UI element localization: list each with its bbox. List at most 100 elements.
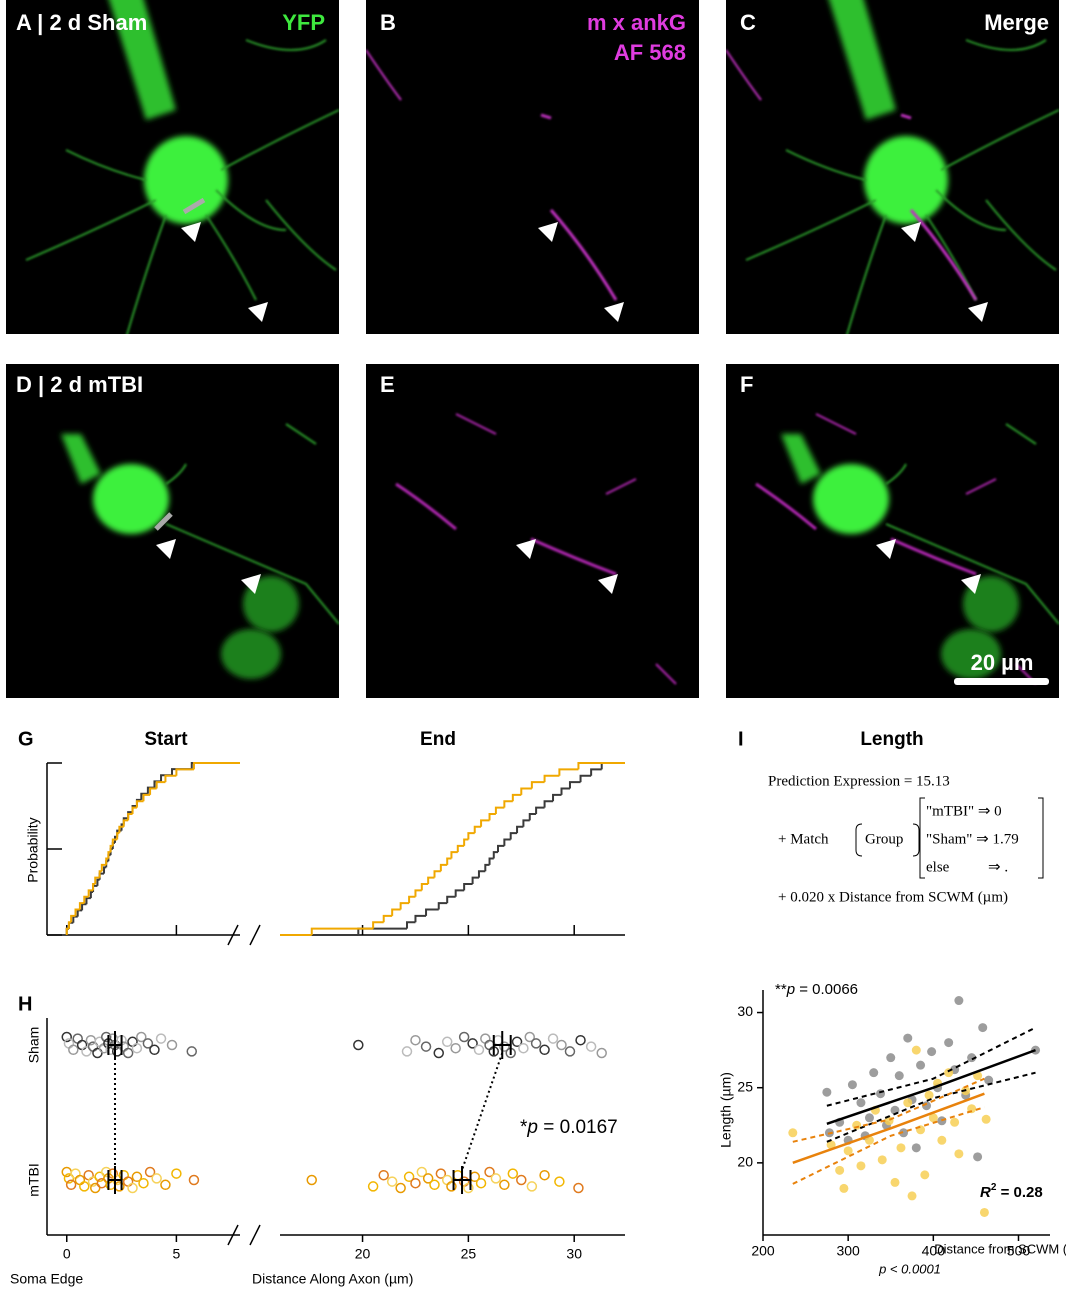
data-point (401, 1046, 413, 1057)
data-point (100, 1031, 112, 1043)
ecdf-step (116, 832, 120, 840)
ecdf-step (67, 921, 72, 929)
channel-label: YFP (282, 10, 325, 35)
annotation: **p = 0.0066 (775, 981, 858, 998)
data-point (916, 1060, 926, 1070)
ecdf-step (111, 838, 118, 846)
y-tick-label: Sham (26, 1027, 42, 1064)
ecdf-step (109, 844, 113, 853)
ecdf-step (467, 832, 475, 840)
data-point (441, 1036, 453, 1048)
panel-label: F (740, 372, 753, 397)
data-point (131, 1042, 143, 1054)
y-tick-label: 20 (737, 1154, 753, 1170)
x-axis-label: Soma Edge (10, 1271, 83, 1287)
ecdf-step (543, 800, 554, 808)
ecdf-step (127, 812, 133, 821)
bracket (855, 823, 920, 857)
data-point (74, 1174, 86, 1186)
ecdf-step (473, 825, 482, 834)
ecdf-step (503, 838, 511, 846)
ecdf-step (87, 889, 94, 897)
ecdf-step (568, 781, 581, 789)
data-point (973, 1152, 983, 1162)
data-point (65, 1179, 77, 1191)
annotation: *p = 0.0167 (520, 1117, 618, 1138)
ci-line (792, 1106, 985, 1185)
y-axis-label: Probability (25, 817, 41, 882)
data-point (890, 1177, 900, 1187)
ecdf-step (439, 863, 448, 872)
data-point (306, 1174, 317, 1186)
data-point (127, 1036, 138, 1048)
formula-text: Group (865, 831, 903, 847)
data-point (484, 1166, 495, 1178)
x-tick-label: 300 (836, 1243, 860, 1259)
data-point (547, 1033, 559, 1044)
data-point (922, 1101, 932, 1111)
ci-line (826, 1071, 1036, 1143)
ecdf-step (528, 812, 537, 821)
data-point (835, 1165, 845, 1175)
ecdf-step (535, 806, 545, 814)
x-tick-label: 0 (63, 1246, 71, 1262)
ecdf-step (96, 878, 100, 886)
data-point (446, 1181, 457, 1192)
ecdf-step (310, 927, 374, 935)
ecdf-step (391, 908, 401, 916)
data-point (967, 1053, 977, 1063)
data-point (573, 1182, 584, 1194)
data-point (839, 1183, 849, 1193)
data-point (72, 1033, 83, 1044)
formula-text: + Match (778, 831, 829, 847)
data-point (160, 1179, 171, 1191)
data-point (507, 1168, 519, 1179)
chart-title: End (420, 729, 456, 750)
ecdf-step (552, 793, 562, 802)
ecdf-step (516, 825, 524, 834)
data-point (420, 1041, 432, 1052)
ecdf-step (155, 781, 166, 789)
data-point (490, 1173, 502, 1184)
data-point (530, 1038, 542, 1049)
data-point (826, 1140, 836, 1150)
ecdf-step (463, 883, 473, 891)
image-panel (6, 0, 339, 334)
data-point (79, 1181, 90, 1192)
data-point (499, 1179, 510, 1191)
ecdf-step (103, 866, 107, 874)
data-point (585, 1041, 597, 1052)
data-point (127, 1182, 138, 1194)
chart-title: Length (860, 729, 923, 750)
ecdf-step (414, 889, 422, 897)
formula-text: ⇒ . (988, 859, 1008, 875)
formula-text: else (926, 859, 950, 875)
ecdf-step (164, 774, 177, 783)
data-point (843, 1146, 853, 1156)
data-point (877, 1155, 887, 1165)
data-point (138, 1177, 149, 1189)
ecdf-step (414, 914, 427, 923)
data-point (539, 1044, 550, 1056)
ecdf-step (85, 897, 91, 905)
axis-break (227, 924, 239, 946)
ecdf-step (65, 927, 69, 935)
data-point (927, 1047, 937, 1057)
ecdf-step (463, 838, 469, 846)
data-point (422, 1173, 434, 1184)
panel-label: E (380, 372, 395, 397)
image-panel (726, 364, 1059, 698)
ecdf-step (408, 895, 416, 904)
mean-link (461, 1052, 504, 1171)
scale-bar-label: 20 µm (971, 650, 1034, 675)
data-point (136, 1031, 147, 1043)
y-tick-label: 25 (737, 1078, 753, 1094)
y-tick-label: 30 (737, 1003, 753, 1019)
data-point (899, 1128, 909, 1138)
data-point (367, 1181, 379, 1192)
data-point (144, 1166, 156, 1178)
data-point (978, 1023, 988, 1033)
ecdf-step (72, 915, 78, 923)
ecdf-step (427, 876, 435, 885)
